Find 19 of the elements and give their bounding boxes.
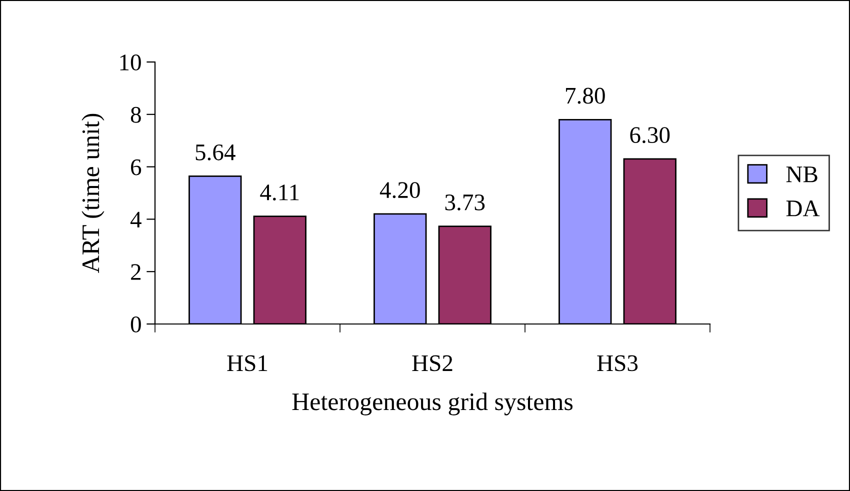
x-tick-label: HS3	[597, 355, 638, 372]
y-tick-label: 10	[120, 54, 141, 70]
y-tick-label: 0	[130, 316, 141, 332]
x-tick-label: HS2	[412, 355, 452, 372]
data-label: 6.30	[630, 127, 670, 144]
legend-label: NB	[786, 166, 818, 182]
y-tick-label: 4	[130, 212, 142, 228]
y-tick-label: 6	[131, 159, 142, 176]
data-label: 5.64	[196, 144, 236, 160]
x-axis-title: Heterogeneous grid systems	[292, 392, 573, 416]
legend-label: DA	[786, 200, 820, 216]
data-label: 4.20	[380, 182, 420, 198]
data-label: 3.73	[445, 194, 485, 210]
data-label: 4.11	[260, 184, 299, 201]
y-tick-label: 8	[130, 106, 141, 123]
x-tick-label: HS1	[227, 355, 268, 372]
y-tick-label: 2	[131, 264, 141, 280]
data-label: 7.80	[566, 88, 605, 104]
y-axis-title: ART (time unit)	[82, 114, 104, 274]
